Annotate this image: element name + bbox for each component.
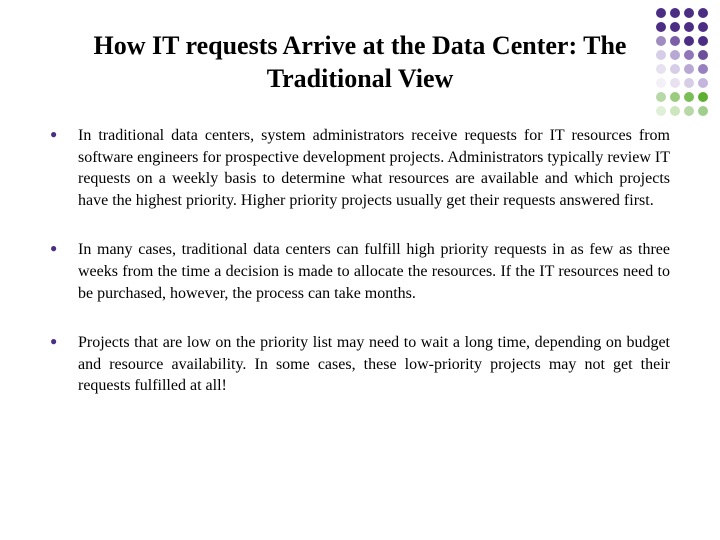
deco-dot bbox=[670, 64, 680, 74]
deco-dot bbox=[684, 92, 694, 102]
deco-dot bbox=[698, 92, 708, 102]
deco-dot bbox=[684, 36, 694, 46]
deco-dot bbox=[698, 50, 708, 60]
deco-dot bbox=[698, 8, 708, 18]
bullet-item: In many cases, traditional data centers … bbox=[50, 239, 670, 304]
bullet-list: In traditional data centers, system admi… bbox=[50, 125, 670, 397]
corner-decoration bbox=[656, 8, 710, 118]
deco-dot bbox=[656, 50, 666, 60]
deco-dot bbox=[656, 78, 666, 88]
bullet-item: Projects that are low on the priority li… bbox=[50, 332, 670, 397]
deco-dot bbox=[670, 78, 680, 88]
deco-dot bbox=[684, 50, 694, 60]
deco-dot bbox=[656, 36, 666, 46]
deco-dot bbox=[670, 36, 680, 46]
deco-dot bbox=[670, 106, 680, 116]
deco-dot bbox=[698, 64, 708, 74]
deco-dot bbox=[670, 22, 680, 32]
deco-dot bbox=[698, 106, 708, 116]
bullet-item: In traditional data centers, system admi… bbox=[50, 125, 670, 211]
deco-dot bbox=[698, 36, 708, 46]
slide: How IT requests Arrive at the Data Cente… bbox=[0, 0, 720, 540]
deco-dot bbox=[684, 8, 694, 18]
deco-dot bbox=[684, 64, 694, 74]
deco-dot bbox=[656, 92, 666, 102]
deco-dot bbox=[656, 8, 666, 18]
deco-dot bbox=[684, 22, 694, 32]
deco-dot bbox=[656, 22, 666, 32]
slide-title: How IT requests Arrive at the Data Cente… bbox=[50, 30, 670, 95]
deco-dot bbox=[684, 106, 694, 116]
deco-dot bbox=[670, 92, 680, 102]
deco-dot bbox=[698, 22, 708, 32]
deco-dot bbox=[698, 78, 708, 88]
deco-dot bbox=[656, 64, 666, 74]
deco-dot bbox=[670, 50, 680, 60]
deco-dot bbox=[670, 8, 680, 18]
deco-dot bbox=[656, 106, 666, 116]
deco-dot bbox=[684, 78, 694, 88]
